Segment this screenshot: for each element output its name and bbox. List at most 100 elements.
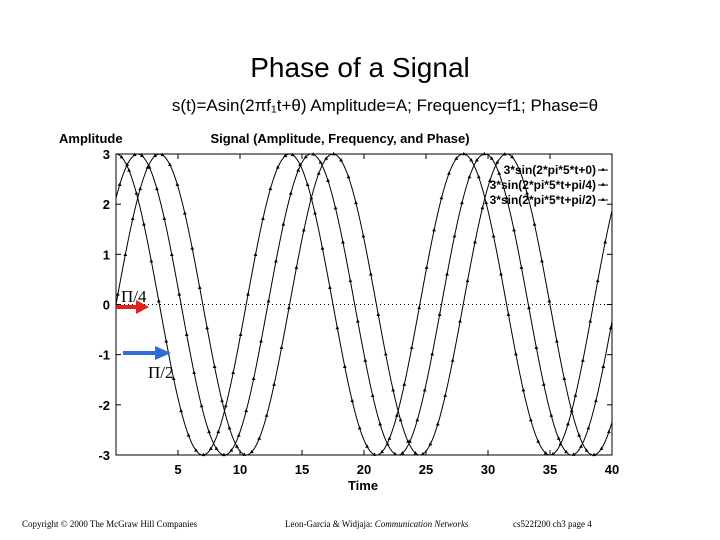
pi-over-4-label: Π/4 (121, 287, 147, 306)
series-point (253, 252, 258, 256)
series-layer (115, 151, 613, 457)
series-point (601, 364, 606, 368)
series-point (549, 413, 554, 417)
series-point (177, 292, 182, 296)
series-point (355, 319, 360, 323)
x-tick-label: 40 (605, 462, 619, 477)
series-point (428, 441, 433, 446)
series-point (547, 298, 552, 303)
series-point (473, 240, 477, 244)
series-point (370, 393, 375, 397)
series-point (207, 429, 211, 434)
series-point (608, 325, 613, 330)
series-point (199, 403, 204, 408)
series-point (551, 451, 555, 456)
series-point (242, 452, 247, 456)
series-point (201, 452, 206, 457)
series-point (194, 448, 198, 452)
x-tick-label: 10 (233, 462, 247, 477)
series-point (566, 422, 570, 426)
series-point (249, 449, 254, 454)
series-point (541, 382, 546, 386)
series-point (274, 259, 278, 263)
series-markers-2 (117, 151, 613, 457)
legend-label: 3*sin(2*pi*5*t+0) (504, 163, 596, 177)
series-point (305, 182, 310, 186)
series-point (398, 417, 403, 422)
series-point (599, 446, 604, 450)
series-point (261, 216, 265, 220)
series-point (164, 339, 169, 343)
series-point (214, 446, 219, 450)
series-point (175, 182, 180, 186)
series-point (197, 285, 202, 289)
series-point (244, 408, 249, 413)
series-point (186, 433, 191, 437)
series-point (489, 156, 494, 160)
series-point (454, 156, 459, 160)
series-point (577, 433, 582, 437)
series-point (257, 436, 262, 440)
series-point (208, 446, 213, 450)
series-line-2 (115, 153, 613, 456)
series-point (447, 171, 451, 175)
series-point (301, 228, 306, 232)
series-point (543, 450, 548, 455)
legend-marker (601, 182, 605, 186)
series-point (357, 426, 362, 430)
series-point (331, 151, 336, 156)
series-point (341, 240, 345, 244)
series-point (290, 152, 295, 157)
series-point (458, 319, 462, 323)
series-point (528, 417, 533, 422)
series-point (342, 364, 347, 368)
series-point (149, 259, 154, 263)
series-point (409, 345, 414, 349)
series-point (231, 370, 236, 375)
series-point (460, 200, 464, 205)
y-tick-label: 1 (103, 247, 110, 262)
series-point (220, 398, 224, 403)
series-point (283, 153, 288, 158)
series-point (497, 171, 502, 175)
series-point (445, 272, 449, 276)
series-point (588, 319, 593, 323)
series-point (380, 449, 384, 454)
page-reference: cs522f200 ch3 page 4 (513, 519, 592, 529)
slide-subtitle: s(t)=Asin(2πf₁t+θ) Amplitude=A; Frequenc… (171, 96, 599, 115)
series-point (281, 222, 286, 226)
series-point (179, 408, 183, 413)
series-point (487, 178, 492, 182)
series-point (266, 298, 271, 303)
series-point (316, 171, 321, 175)
legend-marker (601, 197, 605, 201)
y-tick-label: 3 (103, 147, 110, 162)
series-point (562, 376, 567, 380)
x-tick-label: 35 (543, 462, 557, 477)
series-point (350, 398, 355, 403)
series-line-1 (115, 153, 613, 456)
series-point (510, 154, 515, 159)
series-point (391, 388, 396, 392)
series-point (607, 429, 611, 434)
series-point (430, 352, 435, 356)
series-point (236, 433, 241, 437)
series-point (155, 186, 159, 191)
legend-label: 3*sin(2*pi*5*t+pi/2) (490, 193, 596, 207)
series-point (491, 233, 496, 238)
series-point (499, 272, 503, 276)
series-point (339, 158, 343, 162)
series-point (400, 450, 405, 455)
series-point (156, 298, 161, 303)
series-point (465, 278, 470, 283)
series-point (378, 422, 383, 426)
series-point (517, 168, 522, 172)
phase-annotations: Π/4 Π/2 (116, 287, 174, 382)
series-point (363, 358, 368, 362)
series-point (227, 426, 232, 430)
legend-label: 3*sin(2*pi*5*t+pi/4) (490, 178, 596, 192)
series-point (564, 449, 569, 454)
series-point (593, 398, 598, 403)
series-point (162, 216, 167, 220)
